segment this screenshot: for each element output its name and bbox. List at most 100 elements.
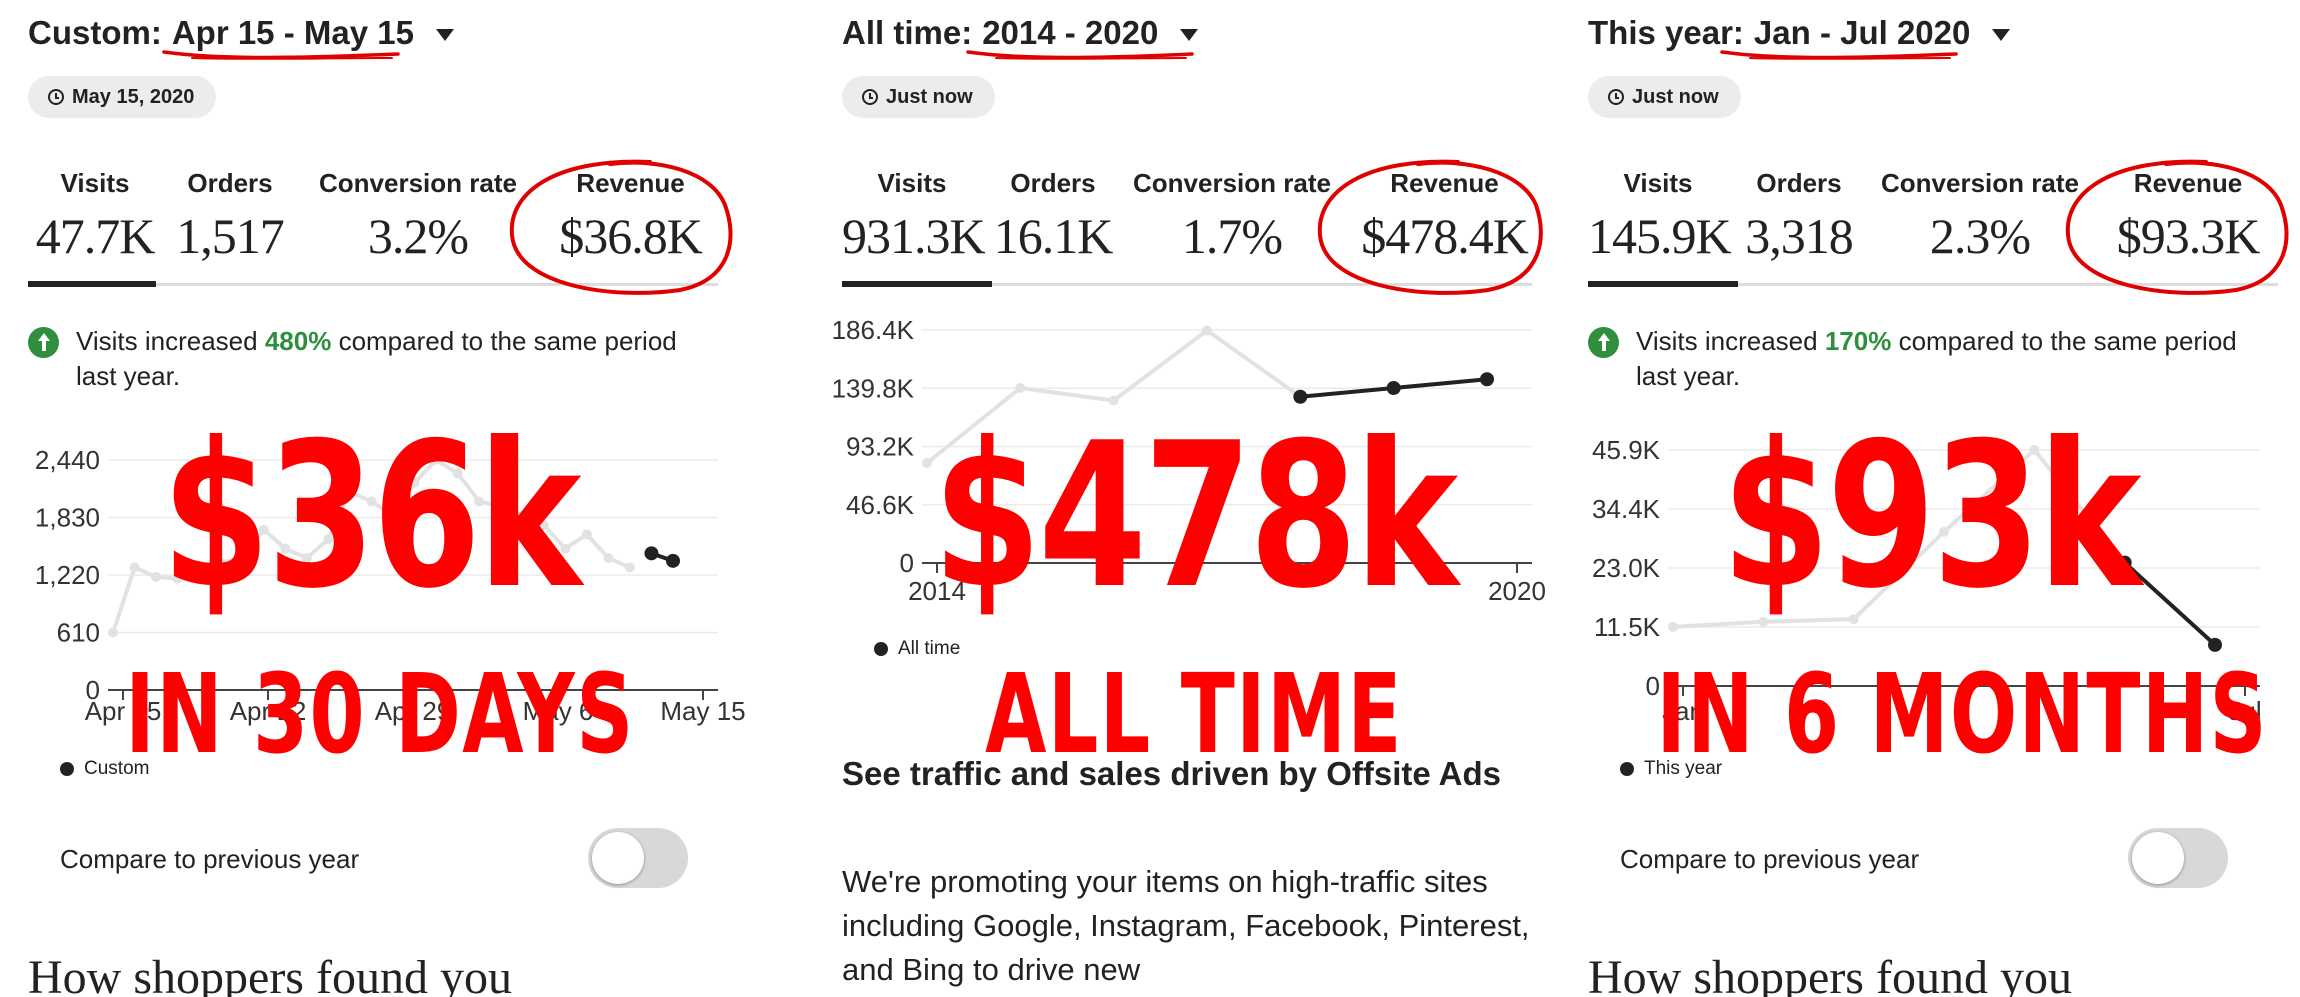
- chart-legend: All time: [874, 638, 960, 660]
- red-underline-annotation: [162, 50, 400, 60]
- stat-value: 2.3%: [1929, 208, 2031, 264]
- insight-text: Visits increased 170% compared to the sa…: [1636, 324, 2256, 394]
- red-underline-annotation: [1720, 50, 1958, 60]
- x-tick-label: Jan: [1662, 696, 1704, 726]
- compare-toggle[interactable]: [588, 828, 688, 888]
- stats-divider: [28, 283, 718, 286]
- clock-icon: [1608, 89, 1624, 105]
- compare-toggle[interactable]: [2128, 828, 2228, 888]
- legend-label: All time: [898, 638, 961, 659]
- line-chart-svg: 0 11.5K 23.0K 34.4K 45.9K Jan Jul: [1592, 435, 2262, 726]
- legend-label: Custom: [84, 758, 150, 779]
- data-point: [323, 534, 334, 545]
- data-point: [108, 627, 118, 638]
- x-tick-label: May 6: [523, 696, 594, 726]
- data-point: [172, 573, 183, 584]
- date-range-dropdown[interactable]: All time: 2014 - 2020: [842, 14, 1199, 52]
- legend-label: This year: [1644, 758, 1723, 779]
- arrow-up-circle-icon: [28, 327, 59, 358]
- data-point: [644, 546, 659, 561]
- insight-text: Visits increased 480% compared to the sa…: [76, 324, 696, 394]
- y-tick-label: 2,440: [35, 445, 100, 475]
- data-point: [409, 477, 420, 488]
- y-tick-label: 45.9K: [1592, 435, 1661, 465]
- stat-value: 3.2%: [367, 208, 469, 264]
- stat-value: 931.3K: [842, 208, 986, 264]
- stat-visits[interactable]: Visits 145.9K: [1588, 168, 1732, 265]
- legend-dot-icon: [60, 762, 74, 776]
- last-updated-badge: May 15, 2020: [28, 76, 217, 118]
- analytics-panel-all-time: All time: 2014 - 2020 Just now Visits 93…: [814, 0, 1574, 997]
- insight-suffix: compared to the same period last year.: [76, 326, 677, 391]
- data-point: [2208, 637, 2222, 652]
- clock-icon: [862, 89, 878, 105]
- y-tick-label: 1,220: [35, 560, 100, 590]
- x-tick-label: 2014: [908, 576, 966, 606]
- stat-visits[interactable]: Visits 47.7K: [30, 168, 160, 265]
- stat-orders[interactable]: Orders 3,318: [1736, 168, 1862, 265]
- clock-icon: [48, 89, 64, 105]
- stat-conversion-rate[interactable]: Conversion rate 2.3%: [1870, 168, 2090, 265]
- data-point: [1015, 383, 1026, 393]
- date-range-dropdown[interactable]: This year: Jan - Jul 2020: [1588, 14, 2011, 52]
- stats-divider: [1588, 283, 2278, 286]
- data-point: [581, 529, 592, 540]
- series-line-faded: [1672, 448, 2127, 629]
- data-point: [2029, 445, 2040, 455]
- series-line-faded: [111, 458, 631, 634]
- visits-chart: 0 610 1,220 1,830 2,440 Apr 15 Apr 22 Apr 29 May…: [0, 0, 760, 997]
- chevron-down-icon: [1992, 29, 2011, 41]
- stat-label: Orders: [1010, 168, 1096, 198]
- stat-orders[interactable]: Orders 1,517: [170, 168, 290, 265]
- compare-previous-year-row: Compare to previous year: [60, 826, 688, 890]
- data-point: [129, 562, 140, 573]
- active-stat-indicator: [1588, 281, 1738, 287]
- y-tick-label: 186.4K: [832, 315, 915, 345]
- date-range-dropdown[interactable]: Custom: Apr 15 - May 15: [28, 14, 454, 52]
- data-point: [1202, 325, 1212, 336]
- stat-orders[interactable]: Orders 16.1K: [990, 168, 1116, 265]
- line-chart-svg: 0 46.6K 93.2K 139.8K 186.4K 2014 2020: [832, 315, 1546, 606]
- stat-value: 16.1K: [993, 208, 1114, 264]
- data-point: [1108, 395, 1119, 406]
- data-point: [194, 570, 205, 580]
- stat-label: Conversion rate: [1133, 168, 1331, 198]
- legend-dot-icon: [1620, 762, 1634, 776]
- y-tick-label: 23.0K: [1592, 553, 1661, 583]
- visits-chart: 0 11.5K 23.0K 34.4K 45.9K Jan Jul: [1560, 0, 2300, 997]
- data-point: [431, 455, 442, 465]
- stat-label: Orders: [1756, 168, 1842, 198]
- chevron-down-icon: [435, 29, 454, 41]
- stat-label: Visits: [60, 168, 130, 198]
- data-point: [603, 553, 614, 564]
- stat-value: 145.9K: [1588, 208, 1732, 264]
- y-tick-label: 610: [57, 618, 100, 648]
- data-point: [280, 543, 291, 554]
- analytics-panel-this-year: This year: Jan - Jul 2020 Just now Visit…: [1560, 0, 2300, 997]
- arrow-up-circle-icon: [1588, 327, 1619, 358]
- legend-dot-icon: [874, 642, 888, 656]
- stat-label: Conversion rate: [1881, 168, 2079, 198]
- stat-conversion-rate[interactable]: Conversion rate 3.2%: [308, 168, 528, 265]
- offsite-ads-title: See traffic and sales driven by Offsite …: [842, 755, 1502, 792]
- offsite-ads-description: We're promoting your items on high-traff…: [842, 864, 1530, 987]
- data-point: [301, 553, 312, 564]
- data-point: [1848, 614, 1859, 625]
- stat-label: Conversion rate: [319, 168, 517, 198]
- chart-legend: This year: [1620, 758, 1722, 780]
- data-point: [624, 562, 635, 573]
- data-point: [151, 571, 162, 582]
- stat-value: 47.7K: [35, 208, 156, 264]
- y-tick-label: 93.2K: [846, 432, 915, 462]
- data-point: [560, 543, 571, 554]
- data-point: [1758, 616, 1769, 627]
- red-underline-annotation: [966, 50, 1194, 60]
- stat-value: 3,318: [1745, 208, 1854, 264]
- compare-label: Compare to previous year: [1620, 844, 1920, 874]
- data-point: [452, 468, 463, 479]
- stat-visits[interactable]: Visits 931.3K: [842, 168, 986, 265]
- data-point: [517, 510, 528, 521]
- stat-conversion-rate[interactable]: Conversion rate 1.7%: [1122, 168, 1342, 265]
- data-point: [922, 458, 932, 468]
- x-tick-label: 2020: [1488, 576, 1546, 606]
